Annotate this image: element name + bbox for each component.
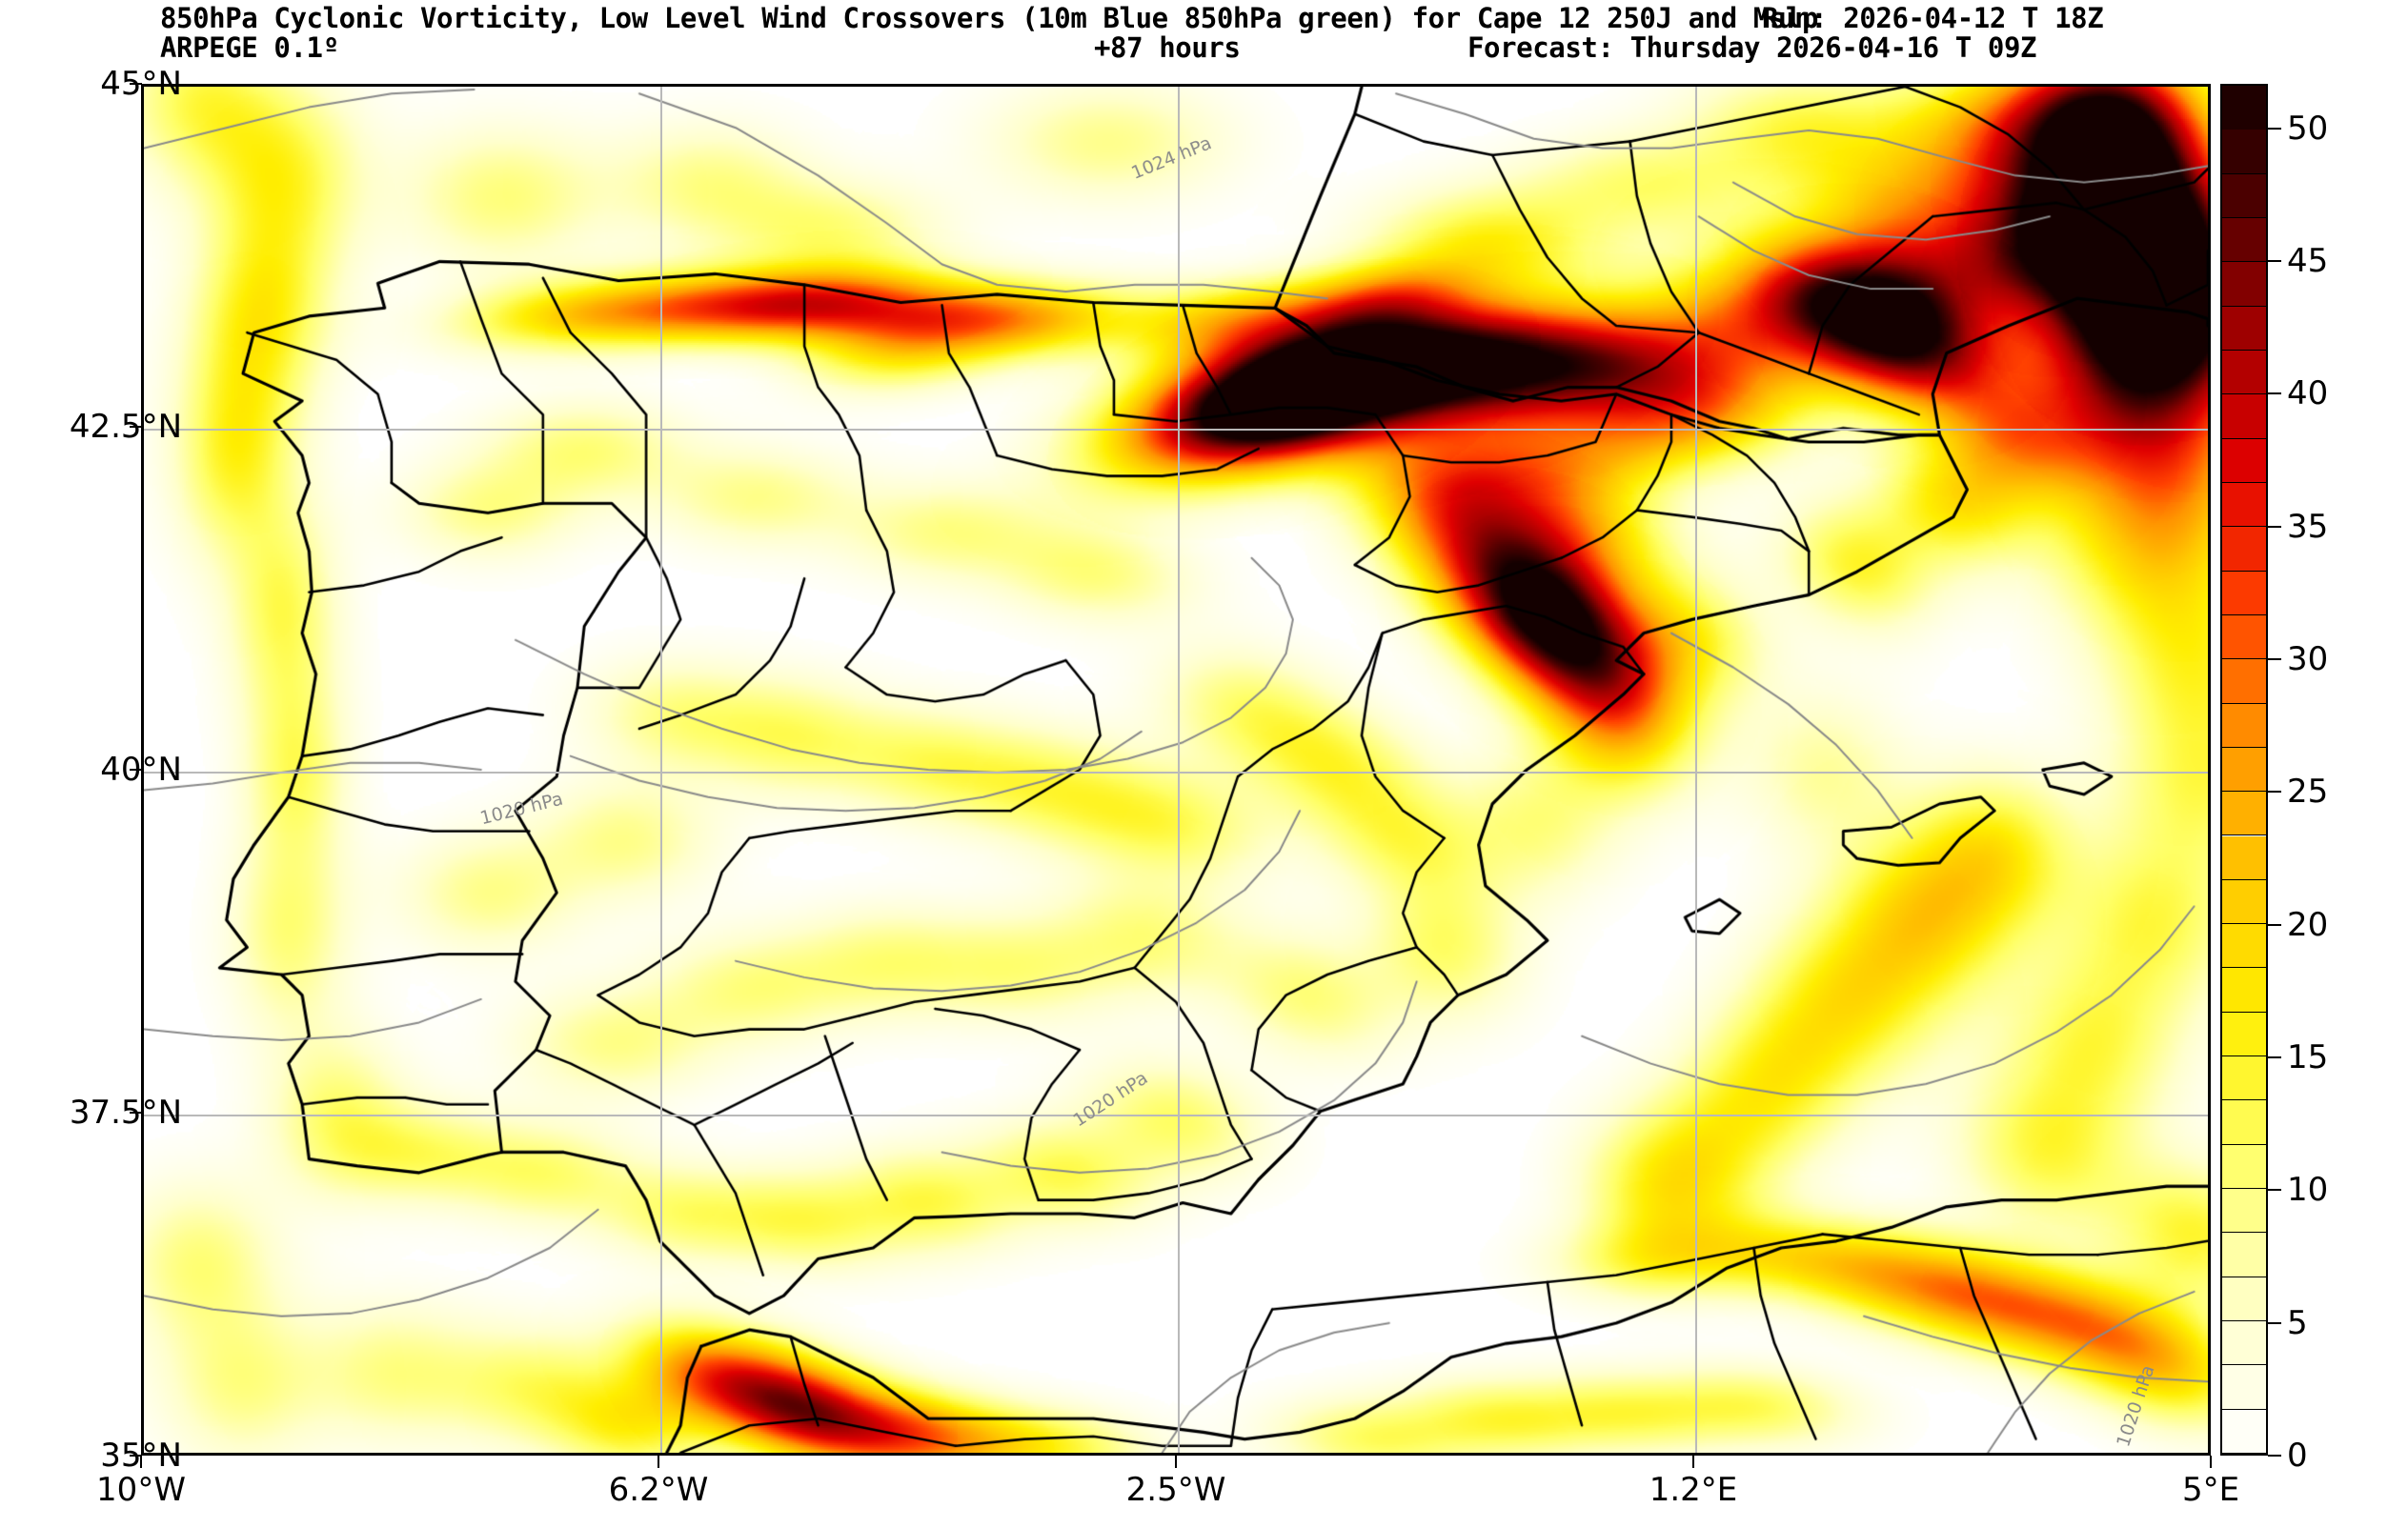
- colorbar-tick-label: 30: [2287, 639, 2329, 678]
- colorbar-band: [2222, 747, 2266, 793]
- gridline-vertical: [1178, 87, 1180, 1453]
- gridline-vertical: [1695, 87, 1697, 1453]
- x-tick-mark: [140, 1456, 142, 1468]
- colorbar-band: [2222, 703, 2266, 748]
- colorbar-band: [2222, 1277, 2266, 1322]
- colorbar-tick-label: 45: [2287, 241, 2329, 280]
- colorbar-band: [2222, 571, 2266, 615]
- colorbar-band: [2222, 86, 2266, 131]
- colorbar-band: [2222, 1321, 2266, 1366]
- colorbar-tick-mark: [2268, 1455, 2281, 1457]
- colorbar-band: [2222, 350, 2266, 395]
- colorbar-band: [2222, 1233, 2266, 1277]
- colorbar-tick-label: 35: [2287, 507, 2329, 546]
- colorbar-tick-label: 15: [2287, 1037, 2329, 1076]
- y-tick-mark: [130, 426, 142, 428]
- x-tick-label: 2.5°W: [1125, 1471, 1226, 1509]
- gridline-horizontal: [144, 772, 2208, 774]
- colorbar-tick-mark: [2268, 525, 2281, 528]
- x-tick-label: 1.2°E: [1649, 1471, 1738, 1509]
- x-tick-mark: [1175, 1456, 1177, 1468]
- colorbar-tick-label: 10: [2287, 1171, 2329, 1210]
- colorbar-tick-label: 50: [2287, 109, 2329, 148]
- colorbar-band: [2222, 835, 2266, 880]
- x-tick-label: 6.2°W: [608, 1471, 709, 1509]
- forecast-valid-label: Forecast: Thursday 2026-04-16 T 09Z: [1467, 31, 2037, 64]
- colorbar-band: [2222, 217, 2266, 263]
- colorbar-band: [2222, 306, 2266, 351]
- colorbar-band: [2222, 1012, 2266, 1057]
- colorbar-band: [2222, 1189, 2266, 1234]
- colorbar-band: [2222, 1409, 2266, 1454]
- colorbar-band: [2222, 1056, 2266, 1101]
- gridline-vertical: [660, 87, 662, 1453]
- page-title: 850hPa Cyclonic Vorticity, Low Level Win…: [160, 2, 1819, 34]
- colorbar-band: [2222, 262, 2266, 307]
- y-tick-mark: [130, 83, 142, 85]
- colorbar-tick-mark: [2268, 791, 2281, 794]
- colorbar-band: [2222, 173, 2266, 218]
- colorbar-band: [2222, 614, 2266, 660]
- colorbar-tick-mark: [2268, 259, 2281, 262]
- model-name-label: ARPEGE 0.1º: [160, 31, 339, 64]
- y-tick-mark: [130, 1455, 142, 1457]
- colorbar-band: [2222, 968, 2266, 1013]
- y-tick-mark: [130, 1112, 142, 1114]
- x-tick-mark: [658, 1456, 659, 1468]
- colorbar-tick-mark: [2268, 923, 2281, 926]
- colorbar-tick-mark: [2268, 127, 2281, 130]
- colorbar-band: [2222, 438, 2266, 483]
- y-tick-label: 35°N: [100, 1437, 182, 1475]
- colorbar-band: [2222, 659, 2266, 704]
- colorbar-tick-label: 0: [2287, 1437, 2308, 1475]
- colorbar-band: [2222, 1144, 2266, 1190]
- colorbar-gradient: [2222, 86, 2266, 1454]
- colorbar-tick-mark: [2268, 1321, 2281, 1324]
- y-tick-mark: [130, 769, 142, 771]
- colorbar-tick-label: 5: [2287, 1303, 2308, 1342]
- colorbar-tick-mark: [2268, 657, 2281, 660]
- colorbar-tick-label: 20: [2287, 905, 2329, 944]
- colorbar-tick-label: 40: [2287, 374, 2329, 413]
- colorbar-tick-label: 25: [2287, 773, 2329, 812]
- colorbar-tick-mark: [2268, 392, 2281, 395]
- x-tick-label: 10°W: [96, 1471, 186, 1509]
- colorbar-band: [2222, 130, 2266, 174]
- x-tick-mark: [2210, 1456, 2212, 1468]
- colorbar-band: [2222, 394, 2266, 439]
- colorbar-tick-mark: [2268, 1189, 2281, 1192]
- gridline-horizontal: [144, 1115, 2208, 1116]
- y-tick-label: 42.5°N: [69, 408, 182, 446]
- x-tick-mark: [1692, 1456, 1694, 1468]
- y-tick-label: 37.5°N: [69, 1094, 182, 1132]
- colorbar-band: [2222, 1365, 2266, 1410]
- x-tick-label: 5°E: [2181, 1471, 2240, 1509]
- colorbar: [2220, 84, 2268, 1456]
- y-tick-label: 40°N: [100, 751, 182, 789]
- gridline-horizontal: [144, 429, 2208, 431]
- vorticity-heatmap-canvas: [144, 87, 2208, 1453]
- y-tick-label: 45°N: [100, 65, 182, 103]
- chart-header: 850hPa Cyclonic Vorticity, Low Level Win…: [0, 0, 2408, 64]
- colorbar-band: [2222, 879, 2266, 925]
- colorbar-band: [2222, 1100, 2266, 1145]
- model-run-annotation: Run: 2026-04-12 T 18Z: [1762, 2, 2104, 34]
- colorbar-band: [2222, 482, 2266, 528]
- colorbar-band: [2222, 527, 2266, 572]
- lead-time-label: +87 hours: [1094, 31, 1241, 64]
- colorbar-tick-mark: [2268, 1056, 2281, 1058]
- colorbar-band: [2222, 792, 2266, 836]
- map-plot-area: 1024 hPa 1020 hPa 1020 hPa 1020 hPa: [141, 84, 2211, 1456]
- colorbar-band: [2222, 924, 2266, 969]
